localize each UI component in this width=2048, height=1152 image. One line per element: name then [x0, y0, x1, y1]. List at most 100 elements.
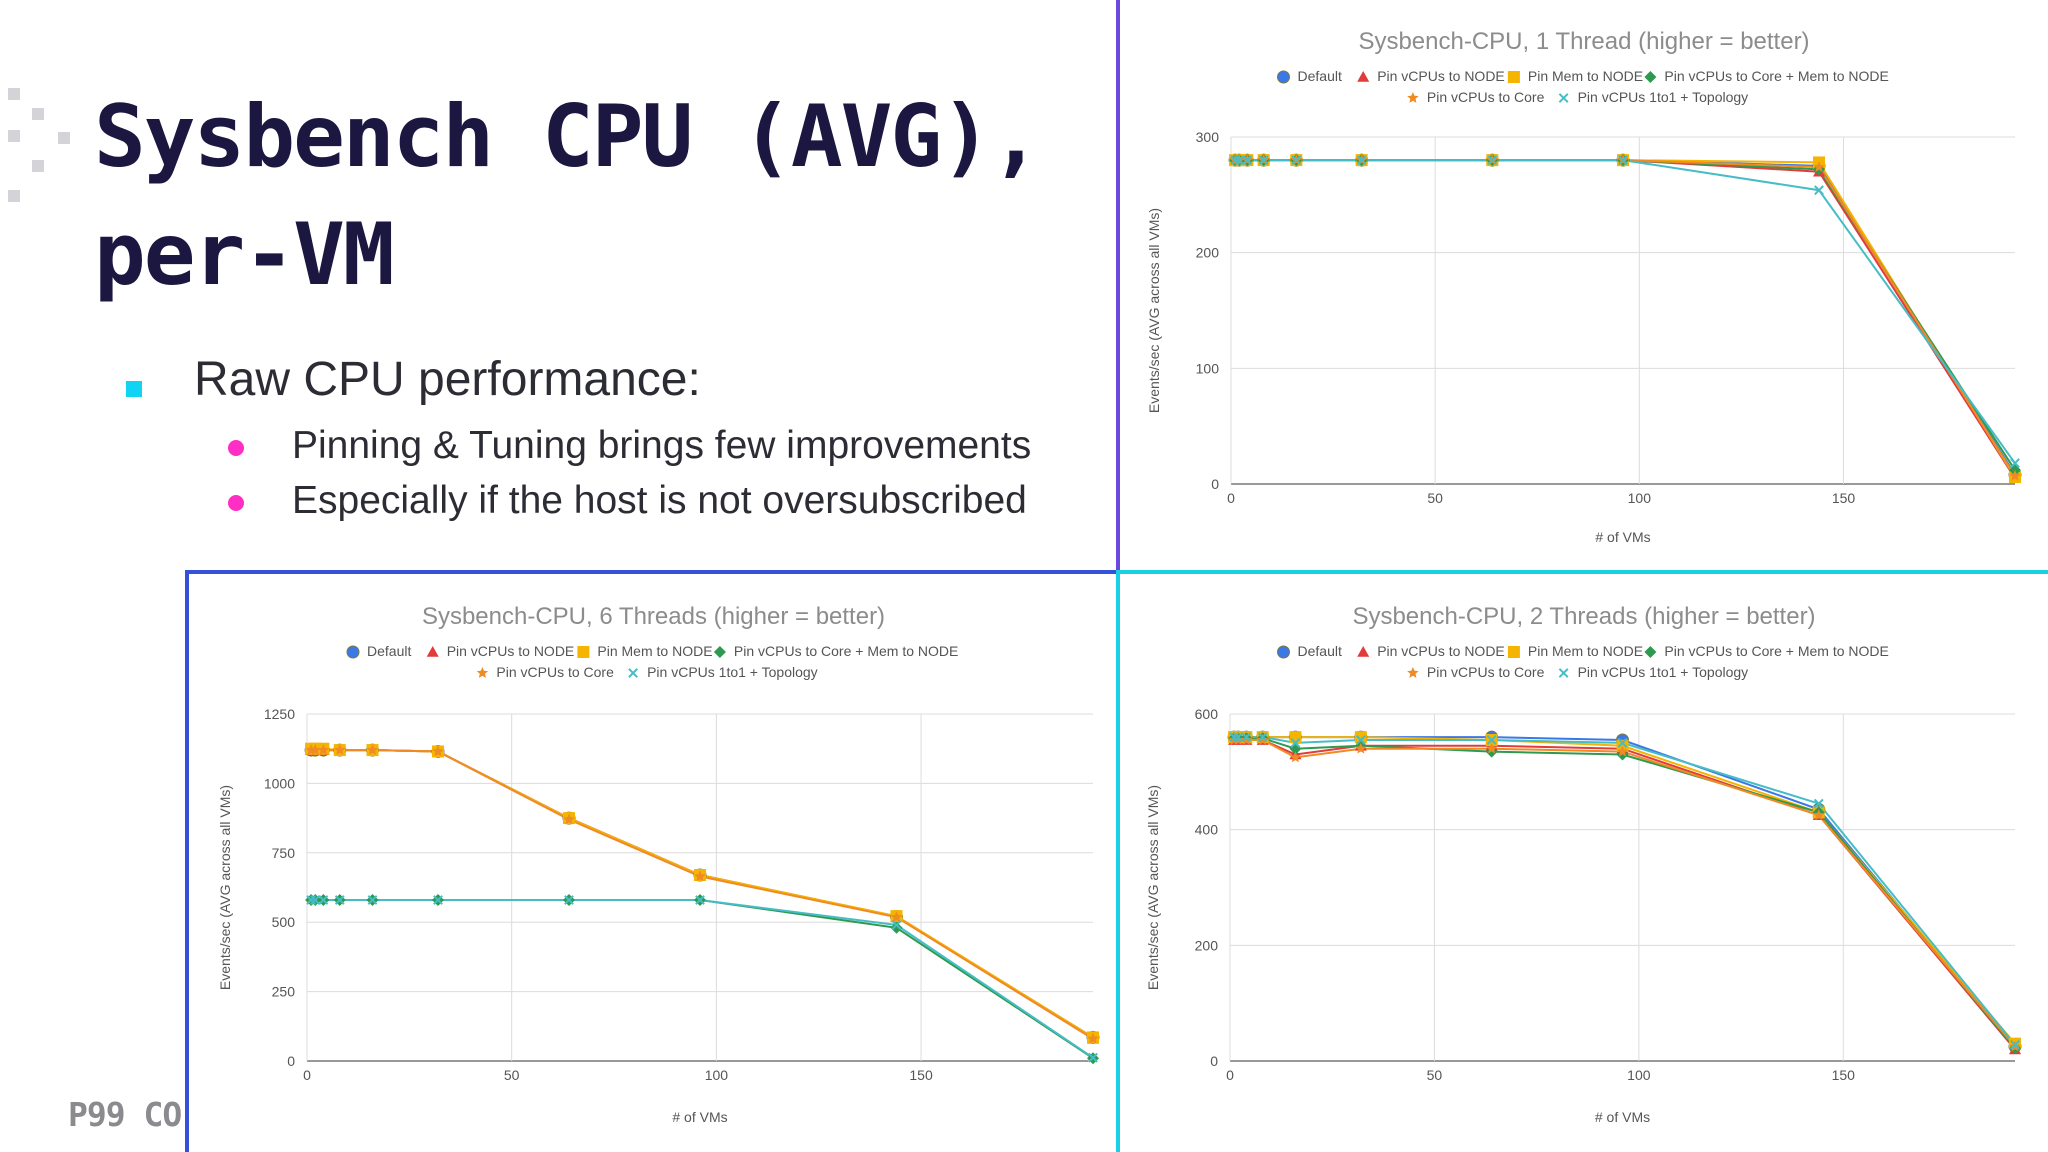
legend-label: Pin vCPUs to Core [1427, 89, 1545, 105]
x-tick-label: 150 [1832, 490, 1856, 506]
y-tick-label: 100 [1196, 360, 1220, 376]
footer-logo-text: P99 CO [68, 1095, 182, 1134]
data-point [1357, 71, 1370, 82]
data-point [1290, 738, 1301, 748]
x-tick-label: 50 [1427, 1067, 1443, 1083]
series-line [1234, 736, 2016, 1045]
series-markers [1227, 730, 2022, 1054]
data-point [1357, 646, 1370, 657]
legend-label: Pin vCPUs to NODE [1377, 68, 1505, 84]
series-line [1234, 736, 2016, 1046]
series-markers [1229, 154, 2021, 484]
data-point [1814, 185, 1824, 196]
legend-label: Pin vCPUs 1to1 + Topology [1578, 664, 1749, 680]
data-point [1257, 734, 1269, 745]
data-point [1644, 646, 1657, 658]
data-point [318, 895, 329, 905]
x-axis-label: # of VMs [672, 1109, 727, 1125]
y-tick-label: 600 [1195, 706, 1219, 722]
data-point [1291, 155, 1302, 166]
series-line [1234, 739, 2016, 1051]
x-tick-label: 50 [504, 1067, 520, 1083]
series-line [1234, 736, 2016, 1048]
legend-label: Default [1298, 68, 1342, 84]
series-markers [1229, 732, 2020, 1050]
chart-title: Sysbench-CPU, 6 Threads (higher = better… [422, 603, 885, 630]
data-point [1234, 155, 1245, 166]
x-tick-label: 150 [1832, 1067, 1856, 1083]
data-point [1486, 742, 1498, 754]
chart-legend: Default Pin vCPUs to NODE Pin Mem to NODE P… [1277, 68, 1889, 105]
x-tick-label: 50 [1427, 490, 1443, 506]
data-point [1507, 71, 1520, 83]
data-point [366, 744, 379, 755]
chart-title: Sysbench-CPU, 2 Threads (higher = better… [1352, 603, 1815, 630]
y-tick-label: 0 [287, 1053, 295, 1069]
y-tick-label: 400 [1195, 822, 1219, 838]
bullet-text: Raw CPU performance: [194, 353, 701, 406]
data-point [310, 895, 321, 905]
series-markers [1229, 154, 2021, 481]
y-axis-label: Events/sec (AVG across all VMs) [1145, 785, 1161, 990]
data-point [1507, 646, 1520, 658]
grid-lines [306, 713, 1093, 1062]
sub-bullet-text: Especially if the host is not oversubscr… [292, 479, 1027, 522]
series-markers [1228, 732, 2021, 1055]
data-point [1242, 155, 1253, 166]
x-tick-label: 100 [1628, 490, 1652, 506]
x-axis-label: # of VMs [1595, 529, 1650, 545]
legend-label: Pin Mem to NODE [1528, 68, 1643, 84]
data-point [1289, 731, 1302, 744]
data-point [1230, 155, 1240, 166]
grid-lines [1229, 713, 2015, 1062]
data-point [1644, 71, 1657, 83]
x-tick-label: 100 [1627, 1067, 1651, 1083]
data-point [713, 646, 726, 658]
data-point [1813, 161, 1825, 172]
chart-2-threads: Sysbench-CPU, 2 Threads (higher = better… [1145, 603, 2022, 1125]
series-markers [1229, 154, 2021, 484]
data-point [1289, 751, 1302, 763]
chart-1-thread: Sysbench-CPU, 1 Thread (higher = better)… [1146, 28, 2022, 545]
legend-label: Pin vCPUs to Core + Mem to NODE [1664, 68, 1888, 84]
data-point [1355, 742, 1367, 754]
data-point [426, 646, 439, 657]
data-point [317, 744, 330, 755]
y-axis-label: Events/sec (AVG across all VMs) [1146, 208, 1162, 413]
data-point [2010, 1039, 2020, 1050]
legend-label: Pin vCPUs to Core [496, 664, 614, 680]
data-point [1232, 734, 1244, 745]
slide-title: Sysbench CPU (AVG), per-VM [94, 78, 1042, 314]
data-point [1088, 1052, 1098, 1063]
y-tick-label: 750 [272, 845, 296, 861]
y-tick-label: 500 [272, 914, 296, 930]
legend-label: Default [1298, 643, 1342, 659]
data-point [1257, 732, 1268, 743]
dot-bullet-icon [228, 440, 244, 456]
data-point [890, 921, 903, 934]
data-point [890, 911, 903, 923]
x-tick-label: 0 [1226, 1067, 1234, 1083]
data-point [1087, 1032, 1099, 1044]
chart-title: Sysbench-CPU, 1 Thread (higher = better) [1358, 28, 1809, 55]
data-point [476, 667, 489, 678]
data-point [334, 895, 345, 905]
y-tick-label: 0 [1210, 1053, 1218, 1069]
chart-6-threads: Sysbench-CPU, 6 Threads (higher = better… [217, 603, 1100, 1125]
series-line [311, 747, 1094, 1039]
data-point [1356, 155, 1367, 166]
slide-title-line-1: Sysbench CPU (AVG), [94, 87, 1042, 187]
y-tick-label: 1000 [264, 775, 295, 791]
legend-label: Pin vCPUs 1to1 + Topology [647, 664, 818, 680]
series-line [1235, 159, 2016, 471]
series-markers [1229, 154, 2021, 477]
series-line [1235, 159, 2016, 464]
data-point [1617, 738, 1628, 748]
data-point [1407, 92, 1419, 103]
data-point [1229, 732, 1239, 743]
data-point [694, 870, 706, 882]
series-line [311, 749, 1094, 1040]
y-tick-label: 300 [1196, 129, 1220, 145]
series-markers [1228, 734, 2021, 1052]
x-tick-label: 0 [1227, 490, 1235, 506]
